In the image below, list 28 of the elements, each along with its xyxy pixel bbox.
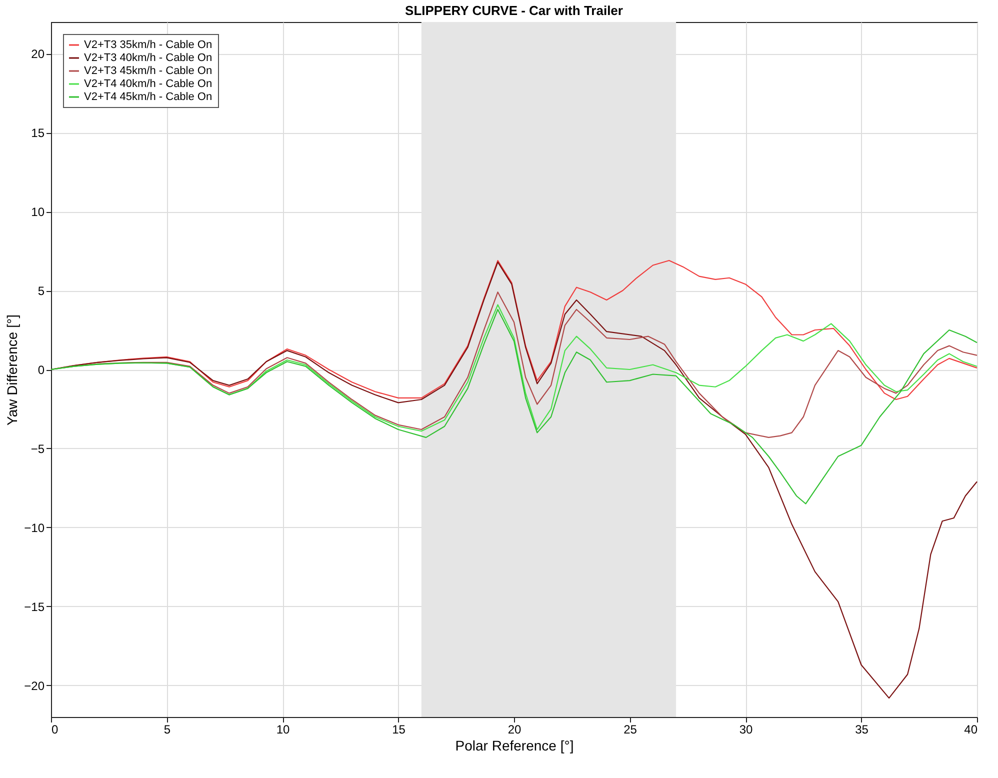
x-tick-label: 10 <box>276 722 290 736</box>
y-tick-label: 5 <box>38 284 45 298</box>
x-tick-label: 25 <box>624 722 638 736</box>
y-tick-label: 10 <box>31 205 45 220</box>
y-axis-title: Yaw Difference [°] <box>4 314 20 426</box>
legend-label: V2+T3 45km/h - Cable On <box>84 65 212 77</box>
x-tick-label: 35 <box>855 722 869 736</box>
chart-title: SLIPPERY CURVE - Car with Trailer <box>405 3 623 18</box>
x-tick-label: 30 <box>739 722 753 736</box>
y-tick-label: −20 <box>24 678 45 693</box>
y-tick-label: 20 <box>31 47 45 62</box>
x-tick-label: 20 <box>508 722 522 736</box>
x-tick-label: 5 <box>164 722 171 736</box>
x-tick-label: 0 <box>52 722 58 736</box>
line-series <box>50 262 978 699</box>
x-tick-label: 40 <box>964 722 978 736</box>
y-tick-label: 0 <box>38 363 45 377</box>
y-tick-label: −10 <box>24 520 45 535</box>
legend-label: V2+T3 35km/h - Cable On <box>84 39 212 51</box>
legend-label: V2+T3 40km/h - Cable On <box>84 52 212 64</box>
legend-label: V2+T4 45km/h - Cable On <box>84 91 212 103</box>
y-tick-label: −5 <box>30 442 45 456</box>
y-tick-label: 15 <box>31 126 45 140</box>
x-axis-title: Polar Reference [°] <box>455 738 574 754</box>
y-tick-label: −15 <box>24 600 45 614</box>
line-series <box>50 308 978 504</box>
x-tick-label: 15 <box>392 722 406 736</box>
legend-label: V2+T4 40km/h - Cable On <box>84 78 212 90</box>
